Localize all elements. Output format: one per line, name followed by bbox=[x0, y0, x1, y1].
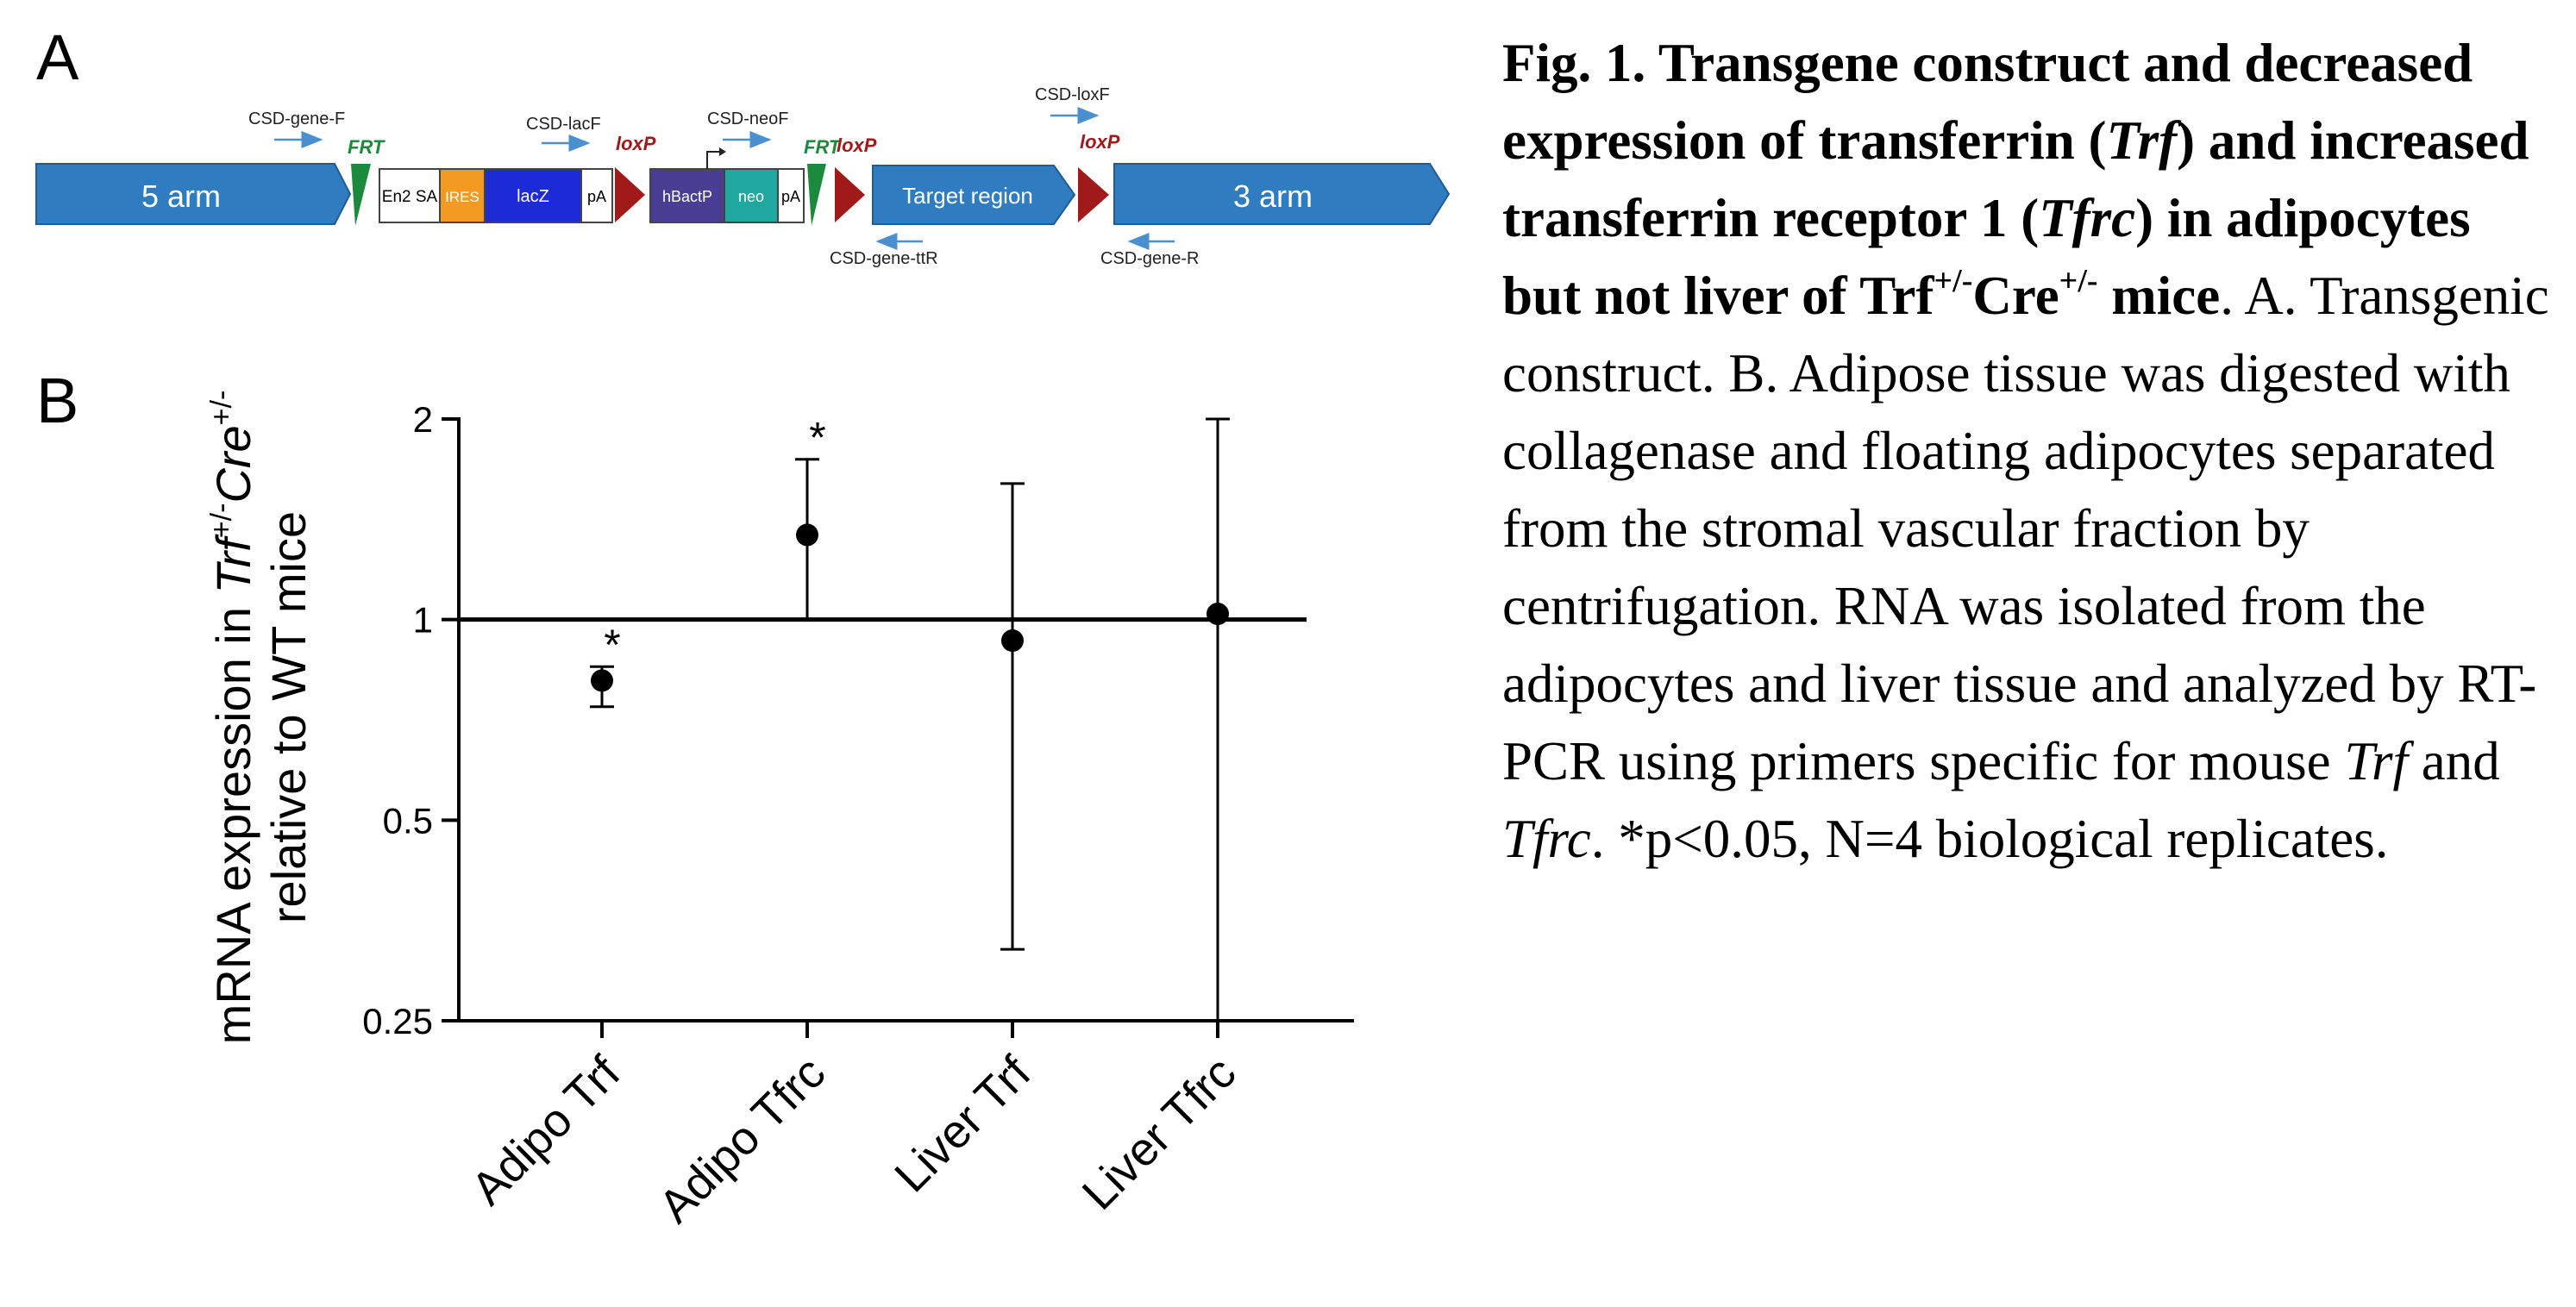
data-point bbox=[796, 523, 818, 547]
hbactp-label: hBactP bbox=[662, 188, 712, 205]
data-point bbox=[1001, 629, 1024, 653]
three-arm-label: 3 arm bbox=[1233, 178, 1313, 214]
en2sa-block bbox=[379, 168, 441, 223]
y-tick-label: 0.25 bbox=[362, 1001, 433, 1041]
x-tick-label: Adipo Tfrc bbox=[649, 1047, 836, 1233]
primer-gene-f-label: CSD-gene-F bbox=[248, 109, 345, 128]
loxp-label-3: loxP bbox=[1080, 131, 1120, 153]
x-tick-label: Liver Trf bbox=[885, 1046, 1041, 1202]
promoter-arrow-icon bbox=[706, 151, 721, 169]
x-axis: Adipo Trf Adipo Tfrc Liver Trf Liver Tfrc bbox=[459, 1019, 1354, 1233]
loxp-label-1: loxP bbox=[616, 133, 656, 154]
data-point bbox=[591, 669, 613, 692]
frt-site-1-icon bbox=[351, 164, 371, 226]
pa-block-1 bbox=[580, 168, 613, 223]
three-arm-block bbox=[1113, 163, 1451, 225]
ires-label: IRES bbox=[445, 189, 479, 205]
y-axis-label-line-1: mRNA expression in Trf+/-Cre+/- bbox=[205, 391, 260, 1045]
primer-loxf-label: CSD-loxF bbox=[1035, 85, 1110, 104]
caption-title: Fig. 1. Transgene construct and decrease… bbox=[1502, 33, 2529, 326]
frt-site-2-icon bbox=[807, 164, 826, 226]
y-axis: 0.25 0.5 1 2 bbox=[362, 399, 461, 1041]
target-region-block bbox=[872, 165, 1076, 225]
neo-block bbox=[724, 168, 779, 223]
frt-label-2: FRT bbox=[804, 136, 842, 158]
panel-b-letter: B bbox=[36, 365, 79, 436]
x-tick-label: Adipo Trf bbox=[461, 1046, 630, 1215]
en2sa-label: En2 SA bbox=[382, 188, 438, 206]
five-arm-label: 5 arm bbox=[141, 178, 221, 214]
y-tick-label: 0.5 bbox=[383, 800, 433, 841]
loxp-label-2: loxP bbox=[837, 134, 877, 156]
primer-gene-r-label: CSD-gene-R bbox=[1100, 249, 1199, 268]
caption-body: . A. Transgenic construct. B. Adipose ti… bbox=[1502, 266, 2549, 869]
primer-gene-ttr-label: CSD-gene-ttR bbox=[830, 249, 938, 268]
loxp-site-2-icon bbox=[835, 167, 865, 222]
primer-neof-label: CSD-neoF bbox=[707, 109, 788, 128]
significance-asterisk: * bbox=[809, 414, 825, 462]
loxp-site-1-icon bbox=[615, 167, 645, 222]
pa-label-2: pA bbox=[781, 188, 800, 205]
lacz-label: lacZ bbox=[517, 187, 549, 206]
panel-a-letter: A bbox=[36, 22, 79, 93]
transgene-construct-diagram: 5 arm FRT En2 SA IRES lacZ pA loxP hBact… bbox=[35, 85, 1451, 268]
mrna-expression-chart: 0.25 0.5 1 2 Adipo Trf Adipo Tfrc Liver Trf Li… bbox=[205, 391, 1354, 1233]
primer-lacf-label: CSD-lacF bbox=[526, 115, 601, 134]
x-tick-label: Liver Tfrc bbox=[1073, 1047, 1246, 1220]
pa-block-2 bbox=[777, 168, 805, 223]
five-arm-block bbox=[35, 163, 352, 225]
significance-asterisk: * bbox=[604, 621, 620, 669]
y-axis-label-line-2: relative to WT mice bbox=[261, 511, 316, 923]
ires-block bbox=[439, 168, 486, 223]
figure-caption: Fig. 1. Transgene construct and decrease… bbox=[1502, 24, 2559, 878]
lacz-block bbox=[484, 168, 582, 223]
y-tick-label: 2 bbox=[413, 399, 433, 440]
y-axis-label: mRNA expression in Trf+/-Cre+/- relative… bbox=[205, 391, 316, 1045]
y-tick-label: 1 bbox=[413, 600, 433, 641]
data-point bbox=[1207, 603, 1229, 626]
loxp-site-3-icon bbox=[1078, 167, 1109, 222]
data-marks: ** bbox=[590, 414, 1230, 1022]
target-region-label: Target region bbox=[902, 183, 1033, 209]
neo-label: neo bbox=[738, 188, 764, 205]
pa-label-1: pA bbox=[587, 188, 606, 205]
frt-label-1: FRT bbox=[348, 136, 385, 158]
